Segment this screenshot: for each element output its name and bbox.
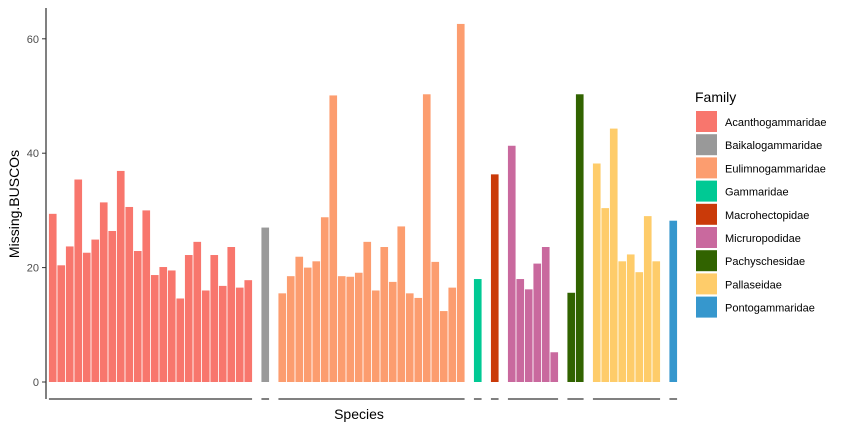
bar-acanthogammaridae-23 [235, 287, 244, 382]
bar-micruropodidae-2 [516, 279, 525, 382]
bar-acanthogammaridae-7 [99, 202, 108, 382]
bar-eulimnogammaridae-12 [371, 290, 380, 382]
bar-acanthogammaridae-19 [201, 290, 210, 382]
bar-acanthogammaridae-21 [218, 285, 227, 382]
legend-label-micruropodidae: Micruropodidae [725, 233, 801, 245]
bar-macrohectopidae-1 [490, 174, 499, 382]
bar-eulimnogammaridae-13 [380, 247, 389, 382]
legend-title: Family [695, 89, 736, 105]
bar-acanthogammaridae-3 [65, 246, 74, 382]
bar-pallaseidae-4 [618, 261, 627, 382]
bar-micruropodidae-6 [550, 352, 559, 382]
bar-eulimnogammaridae-22 [456, 23, 465, 383]
bar-micruropodidae-5 [541, 247, 550, 382]
legend-label-baikalogammaridae: Baikalogammaridae [725, 140, 822, 152]
bar-acanthogammaridae-1 [48, 213, 57, 382]
legend-swatch-gammaridae [696, 180, 717, 202]
bar-pallaseidae-1 [592, 163, 601, 382]
bar-eulimnogammaridae-3 [295, 256, 304, 382]
bar-pallaseidae-5 [626, 254, 635, 382]
bar-eulimnogammaridae-7 [329, 95, 338, 383]
bar-eulimnogammaridae-18 [422, 94, 431, 382]
legend-label-gammaridae: Gammaridae [725, 187, 789, 199]
bar-baikalogammaridae-1 [261, 227, 270, 382]
y-axis-title: Missing.BUSCOs [6, 150, 22, 258]
bar-micruropodidae-4 [533, 263, 542, 382]
bars-group [48, 23, 678, 383]
bar-eulimnogammaridae-19 [431, 261, 440, 382]
legend-swatch-pallaseidae [696, 273, 717, 295]
bar-acanthogammaridae-5 [82, 252, 91, 382]
bar-pachyschesidae-2 [575, 94, 584, 382]
bar-eulimnogammaridae-8 [337, 276, 346, 382]
y-tick-label-20: 20 [27, 263, 39, 275]
bar-eulimnogammaridae-9 [346, 276, 355, 382]
bar-acanthogammaridae-18 [193, 241, 202, 382]
x-axis-title: Species [334, 406, 384, 422]
bar-pallaseidae-8 [652, 261, 661, 382]
bar-eulimnogammaridae-4 [303, 267, 312, 382]
legend-swatch-baikalogammaridae [696, 134, 717, 156]
bar-eulimnogammaridae-17 [414, 297, 423, 382]
bar-eulimnogammaridae-6 [320, 217, 329, 382]
bar-pallaseidae-7 [643, 216, 652, 382]
bar-eulimnogammaridae-10 [354, 272, 363, 382]
y-tick-label-0: 0 [33, 377, 39, 389]
bar-pontogammaridae-1 [669, 220, 678, 382]
bar-acanthogammaridae-20 [210, 255, 219, 382]
legend-label-pontogammaridae: Pontogammaridae [725, 303, 815, 315]
bar-acanthogammaridae-22 [227, 247, 236, 382]
bar-pachyschesidae-1 [567, 292, 576, 382]
bar-eulimnogammaridae-2 [286, 276, 295, 382]
legend-label-eulimnogammaridae: Eulimnogammaridae [725, 163, 826, 175]
bar-acanthogammaridae-2 [57, 265, 66, 382]
legend-swatch-macrohectopidae [696, 203, 717, 225]
bar-pallaseidae-2 [601, 208, 610, 382]
bar-gammaridae-1 [473, 279, 482, 382]
legend-label-macrohectopidae: Macrohectopidae [725, 210, 809, 222]
bar-acanthogammaridae-24 [244, 280, 253, 382]
y-axis: 0 20 40 60 [27, 8, 47, 399]
bar-eulimnogammaridae-5 [312, 261, 321, 382]
bar-pallaseidae-3 [609, 128, 618, 382]
bar-eulimnogammaridae-1 [278, 293, 287, 382]
bar-eulimnogammaridae-11 [363, 241, 372, 382]
bar-micruropodidae-3 [524, 289, 533, 382]
bar-acanthogammaridae-16 [176, 298, 185, 382]
bar-acanthogammaridae-12 [142, 210, 151, 382]
bar-acanthogammaridae-4 [74, 179, 83, 382]
legend-label-pachyschesidae: Pachyschesidae [725, 256, 805, 268]
legend-swatch-eulimnogammaridae [696, 157, 717, 179]
bar-acanthogammaridae-17 [184, 255, 193, 382]
bar-acanthogammaridae-11 [133, 251, 142, 382]
bar-acanthogammaridae-9 [116, 170, 125, 382]
bar-eulimnogammaridae-20 [439, 311, 448, 382]
legend-swatch-micruropodidae [696, 227, 717, 248]
bar-eulimnogammaridae-14 [388, 281, 397, 382]
bar-acanthogammaridae-10 [125, 206, 134, 382]
bar-acanthogammaridae-14 [159, 267, 168, 382]
bar-acanthogammaridae-13 [150, 275, 159, 382]
bar-eulimnogammaridae-21 [448, 287, 457, 382]
bar-pallaseidae-6 [635, 272, 644, 382]
bar-eulimnogammaridae-15 [397, 226, 406, 382]
bar-eulimnogammaridae-16 [405, 293, 414, 382]
bar-acanthogammaridae-15 [167, 270, 176, 382]
bar-micruropodidae-1 [507, 145, 516, 382]
legend-label-pallaseidae: Pallaseidae [725, 279, 782, 291]
bar-acanthogammaridae-6 [91, 239, 100, 382]
y-tick-label-60: 60 [27, 34, 39, 46]
legend: Family Acanthogammaridae Baikalogammarida… [695, 89, 827, 318]
legend-swatch-acanthogammaridae [696, 111, 717, 132]
y-tick-label-40: 40 [27, 148, 39, 160]
bar-acanthogammaridae-8 [108, 230, 117, 382]
legend-swatch-pontogammaridae [696, 296, 717, 318]
legend-label-acanthogammaridae: Acanthogammaridae [725, 117, 827, 129]
legend-swatch-pachyschesidae [696, 250, 717, 272]
